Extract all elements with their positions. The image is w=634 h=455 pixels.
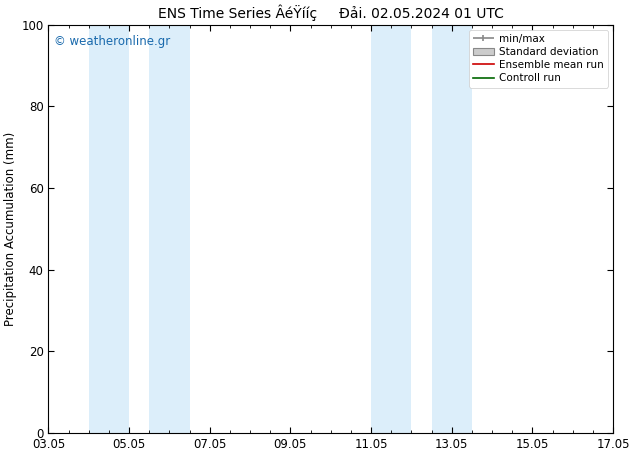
- Bar: [89, 25, 129, 433]
- Bar: [149, 25, 190, 433]
- Title: ENS Time Series ÂéŸííç     Đải. 02.05.2024 01 UTC: ENS Time Series ÂéŸííç Đải. 02.05.2024 0…: [158, 4, 503, 20]
- Y-axis label: Precipitation Accumulation (mm): Precipitation Accumulation (mm): [4, 131, 17, 326]
- Bar: [371, 25, 411, 433]
- Bar: [432, 25, 472, 433]
- Legend: min/max, Standard deviation, Ensemble mean run, Controll run: min/max, Standard deviation, Ensemble me…: [469, 30, 608, 87]
- Text: © weatheronline.gr: © weatheronline.gr: [54, 35, 171, 48]
